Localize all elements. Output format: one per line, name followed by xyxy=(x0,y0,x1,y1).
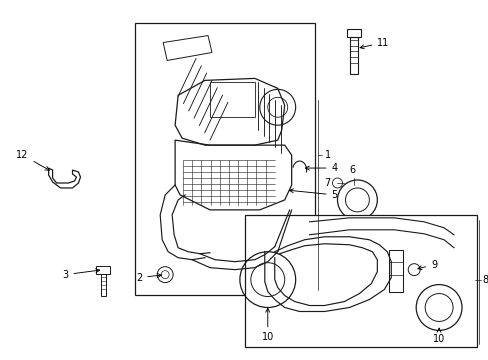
Text: 8: 8 xyxy=(481,275,487,285)
Bar xyxy=(388,250,403,292)
Text: 1: 1 xyxy=(324,150,330,160)
Bar xyxy=(135,23,314,294)
Text: 12: 12 xyxy=(16,150,49,170)
Text: 3: 3 xyxy=(62,269,100,280)
Text: 5: 5 xyxy=(289,189,337,200)
Text: 9: 9 xyxy=(417,260,436,270)
Text: 11: 11 xyxy=(359,37,389,49)
Text: 2: 2 xyxy=(136,273,161,283)
Bar xyxy=(209,82,254,117)
Text: 10: 10 xyxy=(261,308,273,342)
Bar xyxy=(347,28,361,37)
Text: 7: 7 xyxy=(324,178,330,188)
Text: 4: 4 xyxy=(305,163,337,173)
Text: 6: 6 xyxy=(349,165,355,175)
Bar xyxy=(350,37,358,75)
Bar xyxy=(96,266,110,274)
Bar xyxy=(101,274,106,296)
Bar xyxy=(244,215,476,347)
Text: 10: 10 xyxy=(432,328,444,345)
